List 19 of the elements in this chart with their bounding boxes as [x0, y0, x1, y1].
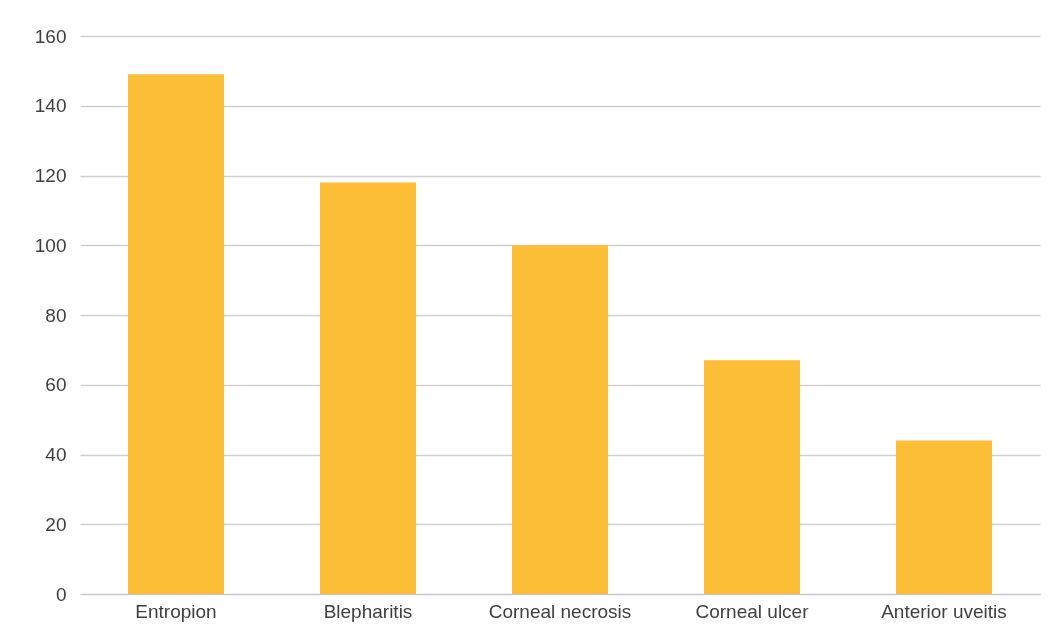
x-tick-label: Corneal necrosis — [488, 600, 632, 622]
x-tick-label: Blepharitis — [323, 600, 413, 622]
y-tick-label: 100 — [34, 234, 67, 256]
bar — [128, 74, 224, 594]
bar — [896, 440, 992, 594]
y-tick-label: 40 — [45, 444, 67, 465]
y-tick-label: 60 — [45, 374, 67, 396]
y-tick-label: 160 — [34, 25, 67, 47]
x-tick-label: Corneal ulcer — [695, 600, 810, 622]
y-tick-label: 0 — [55, 583, 67, 605]
x-tick-label: Anterior uveitis — [881, 600, 1007, 622]
y-tick-label: 80 — [45, 304, 67, 326]
bar — [704, 360, 800, 594]
y-tick-label: 140 — [34, 95, 67, 117]
y-tick-label: 120 — [34, 165, 67, 186]
x-tick-label: Entropion — [135, 600, 217, 622]
bar — [320, 182, 416, 594]
y-tick-label: 20 — [45, 513, 67, 535]
bar — [512, 245, 608, 594]
